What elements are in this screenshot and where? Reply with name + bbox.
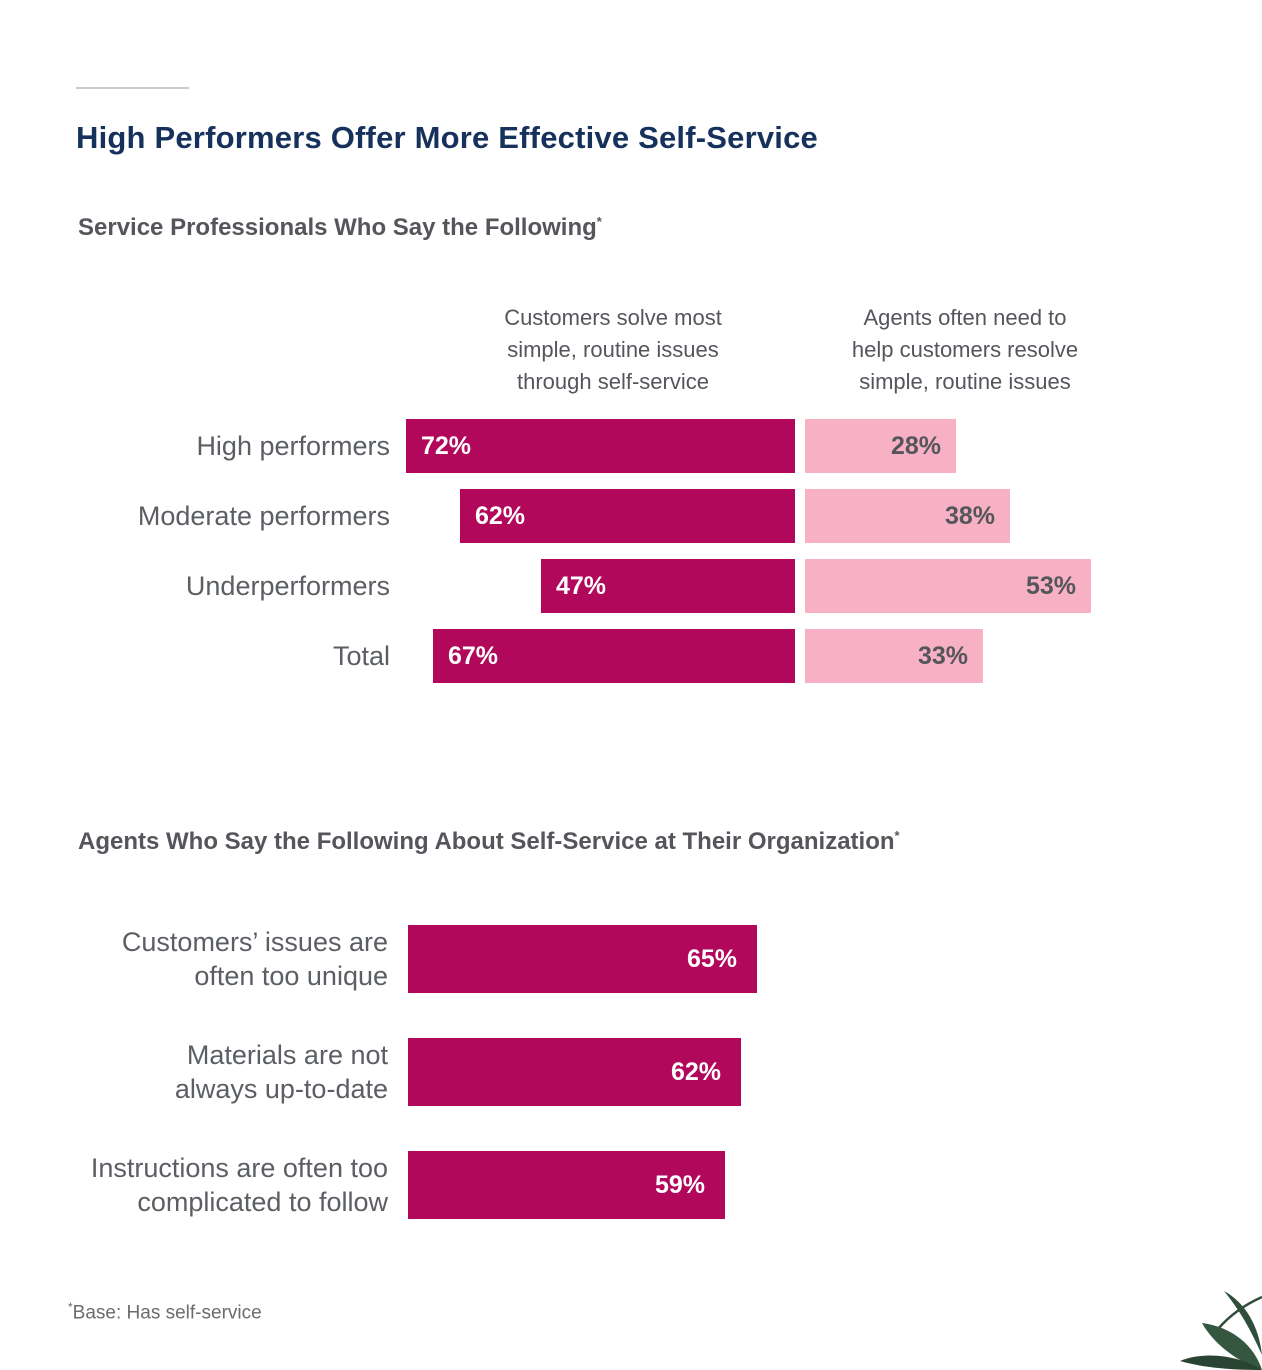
chart1-series1-header: Customers solve most simple, routine iss…	[504, 305, 722, 394]
chart1-title-text: Service Professionals Who Say the Follow…	[78, 214, 597, 241]
bar-value-label: 59%	[654, 1170, 705, 1199]
bar-dark: 47%	[541, 559, 795, 613]
chart2-row-instructions-complicated: Instructions are often too complicated t…	[0, 1151, 1262, 1219]
chart1-series2-header: Agents often need to help customers reso…	[851, 305, 1079, 394]
chart2-footnote-marker: *	[894, 828, 900, 843]
category-label: Customers’ issues are often too unique	[121, 927, 388, 991]
category-label: Moderate performers	[137, 500, 390, 531]
bar-value-label: 65%	[686, 944, 737, 973]
category-label: Total	[332, 640, 390, 671]
chart2-title: Agents Who Say the Following About Self-…	[78, 828, 900, 856]
bar-value-label: 33%	[917, 641, 968, 670]
category-label: Materials are not always up-to-date	[174, 1040, 388, 1104]
chart1-row-high-performers: High performers 72% 28%	[0, 419, 1262, 473]
bar-value-label: 28%	[890, 431, 941, 460]
chart2-row-materials-outdated: Materials are not always up-to-date 62%	[0, 1038, 1262, 1106]
footnote: *Base: Has self-service	[68, 1300, 262, 1324]
bar-dark: 62%	[460, 489, 795, 543]
page-title: High Performers Offer More Effective Sel…	[76, 120, 818, 155]
leaf-decoration-icon	[1180, 1291, 1262, 1370]
bar-value-label: 38%	[944, 501, 995, 530]
bar-light: 53%	[805, 559, 1091, 613]
footnote-text: Base: Has self-service	[72, 1302, 262, 1324]
bar-value-label: 62%	[670, 1057, 721, 1086]
category-label: Instructions are often too complicated t…	[90, 1153, 388, 1217]
chart1-row-moderate-performers: Moderate performers 62% 38%	[0, 489, 1262, 543]
footnote-marker: *	[68, 1300, 73, 1314]
chart1-row-underperformers: Underperformers 47% 53%	[0, 559, 1262, 613]
bar-dark: 65%	[408, 925, 757, 993]
bar-dark: 62%	[408, 1038, 741, 1106]
bar-light: 28%	[805, 419, 956, 473]
bar-value-label: 67%	[448, 641, 499, 670]
chart2-row-unique-issues: Customers’ issues are often too unique 6…	[0, 925, 1262, 993]
chart1-footnote-marker: *	[596, 214, 602, 229]
bar-value-label: 72%	[421, 431, 472, 460]
bar-dark: 59%	[408, 1151, 725, 1219]
chart1-title: Service Professionals Who Say the Follow…	[78, 214, 602, 242]
category-label: High performers	[196, 430, 390, 461]
bar-light: 38%	[805, 489, 1010, 543]
chart2-title-text: Agents Who Say the Following About Self-…	[78, 828, 895, 855]
bar-light: 33%	[805, 629, 983, 683]
category-label: Underperformers	[185, 570, 390, 601]
chart1-row-total: Total 67% 33%	[0, 629, 1262, 683]
bar-dark: 72%	[406, 419, 795, 473]
bar-value-label: 53%	[1025, 571, 1076, 600]
bar-value-label: 47%	[556, 571, 607, 600]
bar-value-label: 62%	[475, 501, 526, 530]
bar-dark: 67%	[433, 629, 795, 683]
decorative-rule	[76, 87, 189, 89]
